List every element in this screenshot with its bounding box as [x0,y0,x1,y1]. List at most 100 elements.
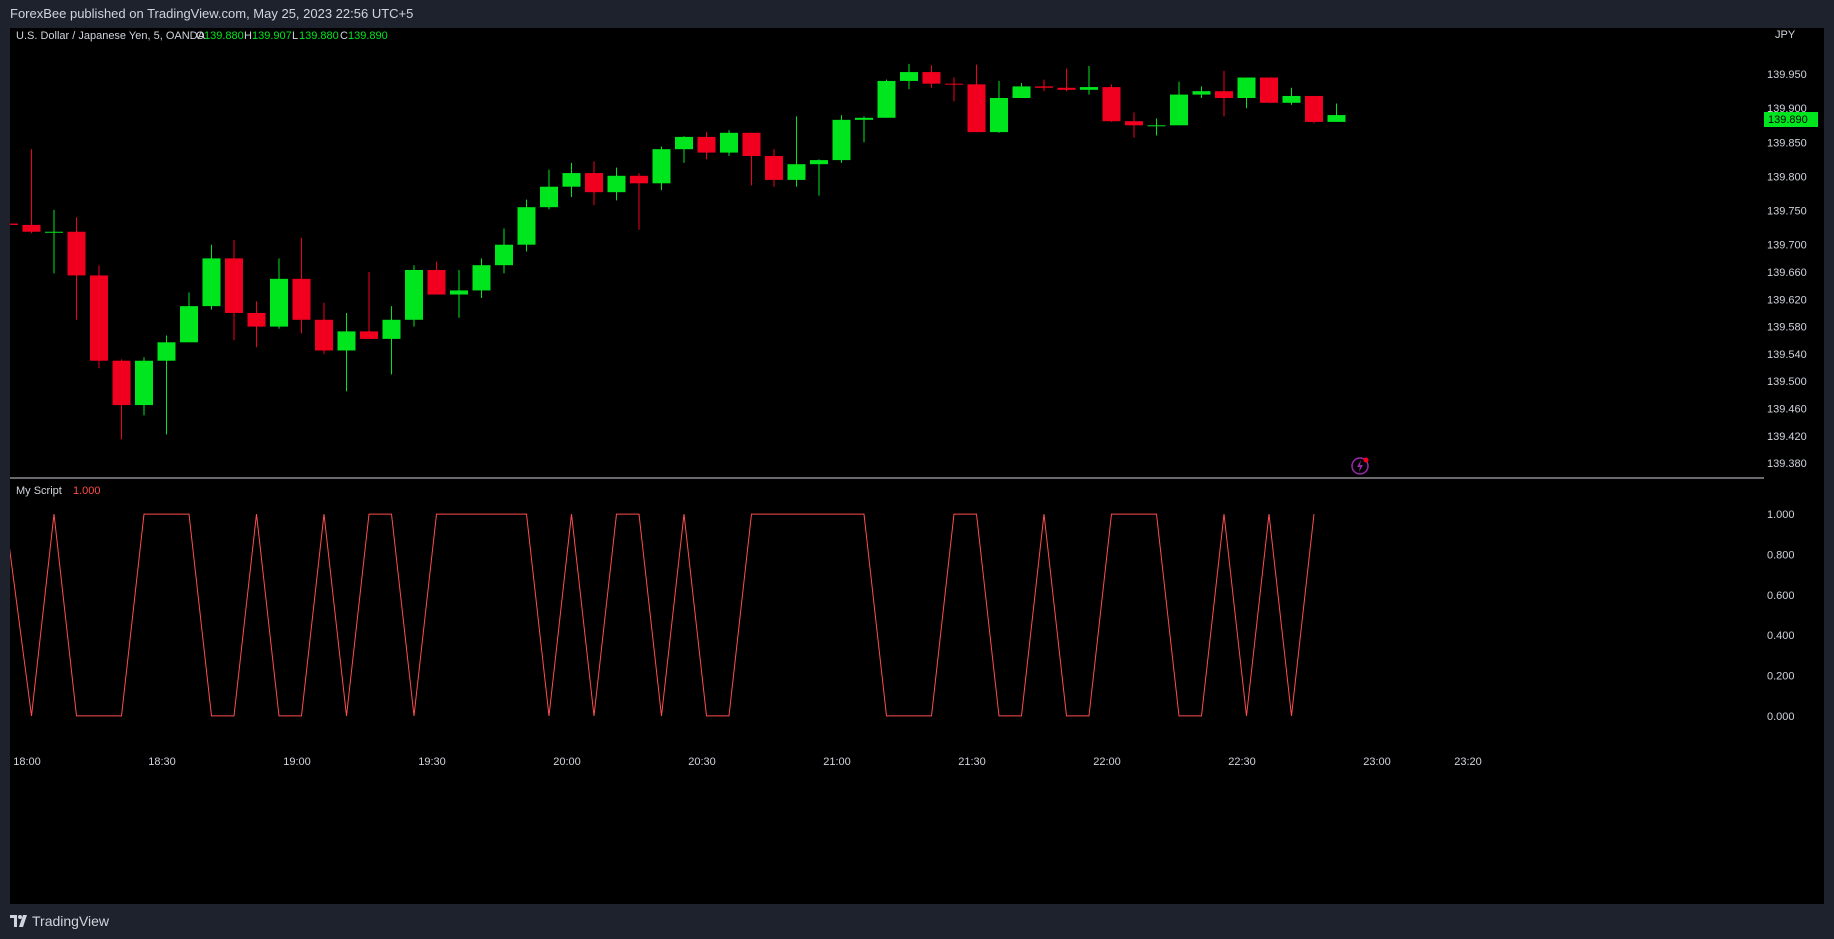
price-tick-label: 139.500 [1767,376,1807,388]
time-tick-label: 21:30 [958,756,986,768]
time-tick-label: 19:30 [418,756,446,768]
candle [697,132,716,160]
candle [990,80,1008,133]
candle-body [1282,95,1301,103]
candle [1170,81,1188,126]
candle [967,64,986,133]
time-tick-label: 22:00 [1093,756,1121,768]
publication-info: ForexBee published on TradingView.com, M… [10,6,414,21]
candle-body [877,80,896,118]
candle [1102,84,1121,122]
candle-body [787,164,806,180]
candle [225,239,243,341]
candle-body [382,319,401,339]
candle [1080,65,1098,95]
candle [450,269,468,318]
candle-body [157,342,176,361]
lightning-icon[interactable] [1351,457,1369,475]
candle [157,335,176,435]
candle [112,359,131,440]
candle [855,116,873,143]
candle-body [0,223,18,225]
candle [1305,95,1323,124]
candle [202,244,221,310]
candle-body [450,290,468,295]
candle-body [337,331,356,351]
candle-body [1237,77,1256,99]
time-tick-label: 18:00 [13,756,41,768]
price-tick-label: 139.700 [1767,240,1807,252]
candle [1282,87,1301,105]
candle [900,63,918,90]
last-price-label: 139.890 [1768,114,1808,126]
candle [180,292,198,343]
candle [1035,79,1053,92]
chart-area[interactable]: U.S. Dollar / Japanese Yen, 5, OANDA O 1… [0,28,1824,904]
time-tick-label: 20:00 [553,756,581,768]
candle [405,265,423,327]
chart-svg[interactable]: U.S. Dollar / Japanese Yen, 5, OANDA O 1… [0,28,1824,904]
candle-body [67,231,86,276]
candle-body [922,72,941,84]
footer-bar: TradingView [0,904,1834,939]
candle [765,149,783,187]
candle-body [810,160,828,165]
candle [787,116,806,187]
legend-close-label: C [340,30,348,42]
price-tick-label: 139.540 [1767,349,1807,361]
candle-body [990,98,1008,133]
candle-body [292,278,311,320]
candle [652,146,671,191]
indicator-axis[interactable]: 1.000 0.800 0.600 0.400 0.200 0.000 [1767,509,1795,723]
candle [90,265,108,369]
time-tick-label: 20:30 [688,756,716,768]
indicator-tick-label: 0.600 [1767,590,1795,602]
candle [292,237,311,334]
price-tick-label: 139.660 [1767,267,1807,279]
candle-body [472,265,491,291]
candle-body [247,312,266,327]
candle-body [1057,87,1076,90]
candle [1147,118,1166,136]
price-tick-label: 139.580 [1767,322,1807,334]
candle [585,161,603,206]
indicator-line [8,513,1315,717]
candle-body [900,72,918,81]
candle [382,306,401,375]
candle-body [1125,121,1143,126]
candle-body [675,136,693,150]
price-tick-label: 139.460 [1767,403,1807,415]
candle-body [630,175,648,184]
indicator-tick-label: 0.000 [1767,711,1795,723]
time-tick-label: 21:00 [823,756,851,768]
candle-body [495,244,513,266]
candle-body [585,173,603,193]
candle [337,312,356,392]
tradingview-logo-icon [10,915,27,927]
time-tick-label: 23:20 [1454,756,1482,768]
time-axis[interactable]: 18:00 18:30 19:00 19:30 20:00 20:30 21:00 21:30… [13,756,1482,768]
candle [742,132,761,186]
candle-body [1035,86,1053,88]
candle [540,169,558,210]
candle [1192,86,1211,99]
candle-body [540,186,558,208]
indicator-tick-label: 0.200 [1767,671,1795,683]
candle-body [405,269,423,320]
indicator-line-group [8,513,1315,717]
time-tick-label: 23:00 [1363,756,1391,768]
candle-body [1260,77,1278,103]
price-tick-label: 139.800 [1767,171,1807,183]
last-price-tag [1764,112,1818,127]
candle-body [22,224,41,232]
price-axis[interactable]: 139.380 139.420 139.460 139.500 139.540 139.5… [1767,69,1807,470]
candle-body [1147,125,1166,127]
candles-group [0,63,1346,440]
candle-body [855,117,873,120]
indicator-value: 1.000 [73,485,101,497]
candle-body [1102,87,1121,122]
candle-body [360,331,378,339]
candle-body [180,306,198,343]
tradingview-brand: TradingView [32,913,110,929]
candle [472,258,491,298]
